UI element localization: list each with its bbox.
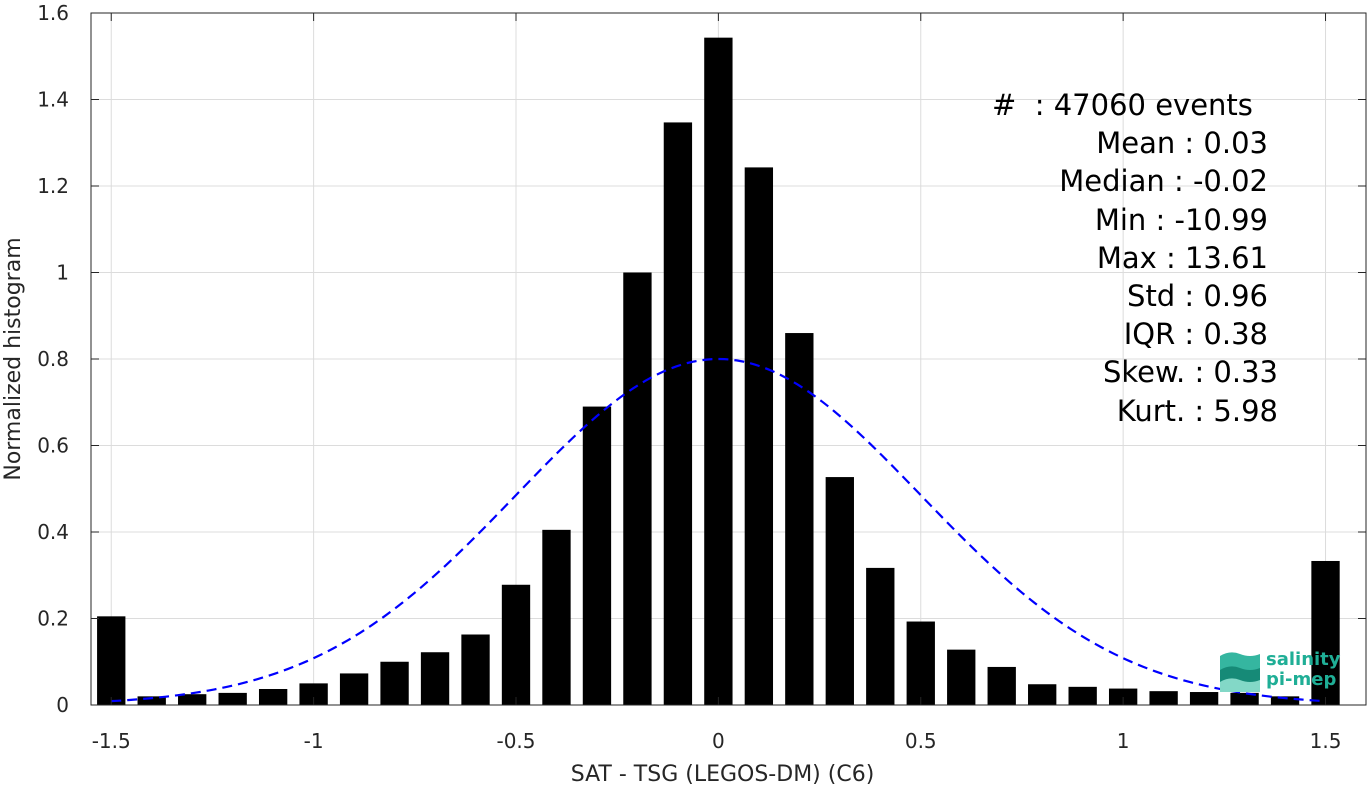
stat-std: Std : 0.96 [1127, 278, 1268, 313]
x-tick-label-6: 1.5 [1310, 729, 1342, 753]
histogram-bar-22 [987, 666, 1016, 705]
histogram-bar-2 [178, 694, 207, 705]
stat-skew: Skew. : 0.33 [1102, 355, 1278, 390]
histogram-bar-28 [1230, 692, 1259, 705]
histogram-bar-21 [947, 649, 976, 705]
y-tick-label-7: 1.4 [37, 88, 69, 112]
statistics-panel: # : 47060 events Mean : 0.03 Median : -0… [960, 86, 1290, 430]
histogram-bar-12 [582, 406, 612, 705]
stat-max: Max : 13.61 [1096, 240, 1268, 275]
histogram-bar-30 [1311, 560, 1340, 705]
x-tick-label-5: 1 [1117, 729, 1130, 753]
y-tick-label-6: 1.2 [37, 174, 69, 198]
histogram-bar-18 [825, 477, 854, 705]
x-tick-label-2: -0.5 [496, 729, 535, 753]
stat-count: # : 47060 events [992, 88, 1253, 122]
y-tick-label-5: 1 [56, 261, 69, 285]
stat-median: Median : -0.02 [1059, 164, 1268, 199]
histogram-bar-4 [258, 688, 288, 705]
histogram-bar-17 [785, 333, 814, 705]
histogram-bar-3 [218, 692, 247, 705]
histogram-bar-26 [1149, 691, 1178, 705]
y-tick-label-4: 0.8 [37, 347, 69, 371]
histogram-bar-14 [663, 122, 693, 706]
x-tick-label-0: -1.5 [92, 729, 131, 753]
histogram-bar-9 [461, 634, 490, 705]
y-axis-label: Normalized histogram [1, 237, 26, 480]
histogram-bar-11 [542, 529, 571, 705]
histogram-bar-29 [1270, 696, 1300, 705]
histogram-bar-0 [97, 616, 126, 705]
histogram-bar-15 [704, 37, 733, 705]
stat-min: Min : -10.99 [1094, 202, 1268, 237]
x-axis-label: SAT - TSG (LEGOS-DM) (C6) [571, 762, 875, 785]
normal-fit-curve [111, 357, 1326, 703]
x-axis-ticks: -1.5 -1 -0.5 0 0.5 1 1.5 [92, 13, 1342, 753]
histogram-bar-7 [380, 661, 409, 705]
logo-text-line2: pi-mep [1266, 669, 1337, 690]
stat-iqr: IQR : 0.38 [1123, 317, 1268, 352]
histogram-bar-25 [1108, 688, 1138, 705]
histogram-bar-23 [1028, 684, 1057, 705]
logo-text-line1: salinity [1266, 649, 1341, 670]
histogram-bar-5 [299, 683, 328, 705]
histogram-bar-13 [623, 272, 652, 705]
histogram-bar-1 [137, 696, 166, 705]
y-axis-ticks: 0 0.2 0.4 0.6 0.8 1 1.2 1.4 1.6 [37, 1, 1366, 717]
histogram-bar-6 [339, 673, 369, 705]
stat-mean: Mean : 0.03 [1096, 126, 1268, 161]
histogram-bar-8 [420, 652, 450, 705]
y-tick-label-8: 1.6 [37, 1, 69, 25]
stat-kurt: Kurt. : 5.98 [1116, 393, 1278, 428]
histogram-bars [97, 37, 1340, 706]
histogram-bar-27 [1189, 692, 1219, 705]
histogram-bar-20 [906, 621, 935, 705]
salinity-pi-mep-logo: salinity pi-mep [1216, 646, 1346, 696]
y-tick-label-1: 0.2 [37, 607, 69, 631]
y-tick-label-2: 0.4 [37, 520, 69, 544]
histogram-bar-16 [744, 167, 774, 706]
histogram-bar-10 [501, 584, 531, 705]
wave-logo-icon [1220, 652, 1260, 692]
histogram-bar-19 [866, 567, 895, 705]
histogram-bar-24 [1068, 686, 1097, 705]
y-tick-label-3: 0.6 [37, 434, 69, 458]
x-tick-label-4: 0.5 [905, 729, 937, 753]
x-tick-label-1: -1 [304, 729, 324, 753]
x-tick-label-3: 0 [712, 729, 725, 753]
y-tick-label-0: 0 [56, 693, 69, 717]
